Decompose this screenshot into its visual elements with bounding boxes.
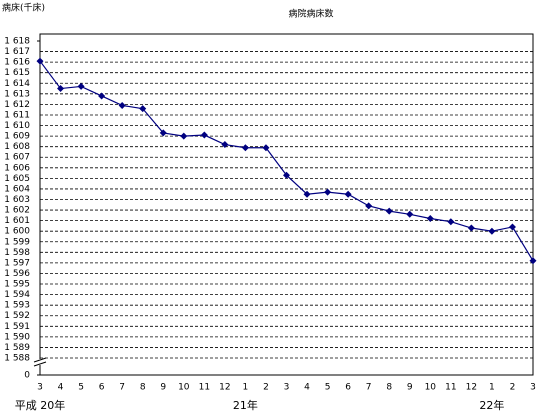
y-tick-label: 1 616 — [4, 58, 30, 68]
data-point — [303, 190, 311, 198]
data-point — [118, 101, 126, 109]
x-tick-label: 3 — [37, 383, 43, 393]
y-tick-label: 1 594 — [4, 290, 30, 300]
y-tick-label: 1 604 — [4, 184, 30, 194]
y-tick-label: 1 599 — [4, 237, 30, 247]
y-tick-label: 1 593 — [4, 301, 30, 311]
y-tick-label: 1 598 — [4, 248, 30, 258]
y-tick-label: 1 608 — [4, 142, 30, 152]
data-point — [508, 223, 516, 231]
data-point — [467, 224, 475, 232]
data-point — [406, 210, 414, 218]
y-tick-label: 1 597 — [4, 258, 30, 268]
x-tick-label: 4 — [304, 383, 310, 393]
chart-title: 病院病床数 — [288, 8, 333, 20]
data-point — [57, 85, 65, 93]
y-tick-label: 1 615 — [4, 68, 30, 78]
y-tick-label: 1 613 — [4, 89, 30, 99]
y-tick-label: 1 590 — [4, 332, 30, 342]
x-tick-label: 2 — [510, 383, 516, 393]
data-point — [200, 131, 208, 139]
x-tick-label: 4 — [58, 383, 64, 393]
data-point — [98, 92, 106, 100]
x-tick-label: 3 — [284, 383, 290, 393]
x-tick-label: 6 — [99, 383, 105, 393]
y-tick-label: 1 603 — [4, 195, 30, 205]
y-tick-label: 1 591 — [4, 322, 30, 332]
data-point — [365, 202, 373, 210]
data-point — [426, 215, 434, 223]
x-tick-label: 12 — [219, 383, 230, 393]
year-label: 22年 — [479, 398, 504, 412]
x-tick-label: 11 — [445, 383, 456, 393]
x-tick-label: 5 — [78, 383, 84, 393]
y-tick-label: 1 601 — [4, 216, 30, 226]
x-tick-label: 5 — [325, 383, 331, 393]
y-tick-label: 1 612 — [4, 100, 30, 110]
x-tick-label: 7 — [119, 383, 125, 393]
y-tick-label: 1 595 — [4, 280, 30, 290]
data-point — [262, 144, 270, 152]
data-point — [344, 190, 352, 198]
x-tick-label: 2 — [263, 383, 269, 393]
data-point — [324, 188, 332, 196]
x-tick-label: 10 — [425, 383, 437, 393]
x-tick-label: 3 — [530, 383, 536, 393]
y-tick-label: 1 617 — [4, 47, 30, 57]
x-tick-label: 11 — [199, 383, 210, 393]
y-tick-label: 1 609 — [4, 132, 30, 142]
year-label: 21年 — [233, 398, 258, 412]
y-tick-label: 1 614 — [4, 79, 30, 89]
y-tick-label: 1 606 — [4, 163, 30, 173]
data-point — [180, 132, 188, 140]
x-tick-label: 9 — [160, 383, 166, 393]
data-point — [241, 144, 249, 152]
y-tick-label: 0 — [24, 371, 30, 381]
data-point — [159, 129, 167, 137]
plot-frame — [39, 33, 534, 376]
data-point — [488, 227, 496, 235]
y-tick-label: 1 600 — [4, 227, 30, 237]
x-tick-label: 6 — [345, 383, 351, 393]
axis-break — [33, 357, 47, 367]
y-tick-label: 1 610 — [4, 121, 30, 131]
year-label: 平成 20年 — [15, 398, 66, 412]
y-tick-label: 1 596 — [4, 269, 30, 279]
y-axis-label: 病床(千床) — [2, 2, 45, 14]
x-tick-label: 9 — [407, 383, 413, 393]
x-tick-label: 12 — [466, 383, 477, 393]
y-tick-label: 1 588 — [4, 354, 30, 364]
data-point — [283, 171, 290, 179]
data-point — [447, 218, 455, 226]
data-point — [529, 257, 537, 265]
data-point — [385, 207, 393, 215]
y-tick-label: 1 607 — [4, 153, 30, 163]
y-tick-label: 1 605 — [4, 174, 30, 184]
x-tick-label: 10 — [178, 383, 190, 393]
x-tick-label: 1 — [243, 383, 249, 393]
data-point — [36, 57, 44, 65]
x-tick-label: 8 — [140, 383, 146, 393]
y-tick-label: 1 589 — [4, 343, 30, 353]
x-tick-label: 8 — [386, 383, 392, 393]
data-point — [221, 141, 229, 149]
data-point — [139, 105, 147, 113]
x-tick-label: 7 — [366, 383, 372, 393]
y-tick-label: 1 592 — [4, 311, 30, 321]
y-tick-label: 1 618 — [4, 37, 30, 47]
data-point — [77, 82, 85, 90]
y-tick-label: 1 611 — [4, 110, 30, 120]
y-tick-label: 1 602 — [4, 206, 30, 216]
x-tick-label: 1 — [489, 383, 495, 393]
